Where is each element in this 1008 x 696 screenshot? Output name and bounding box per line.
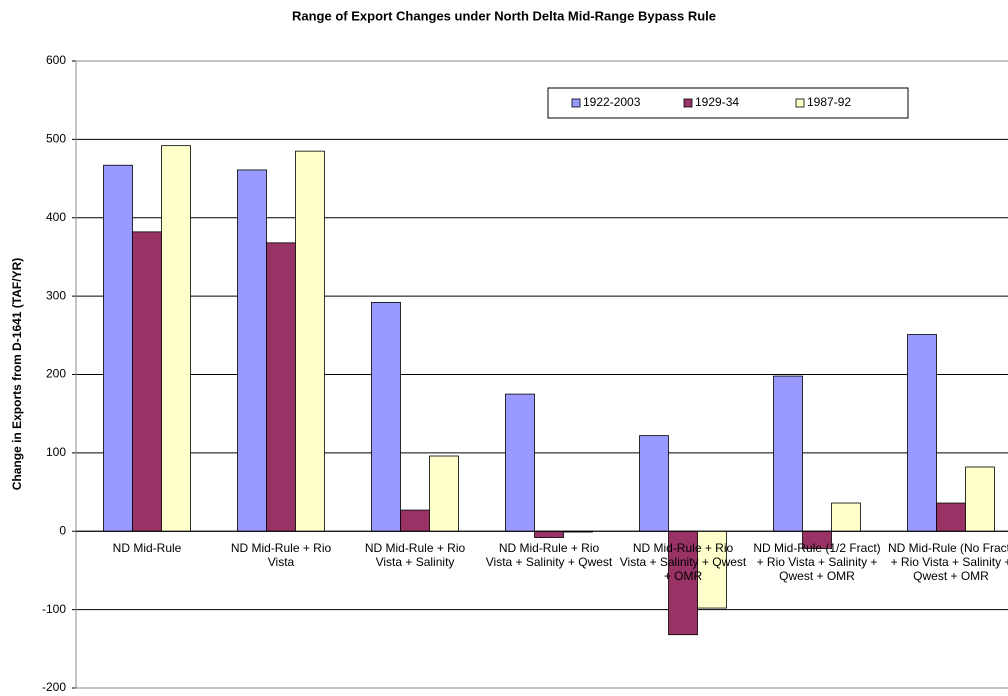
legend-swatch [795, 98, 805, 108]
bar [161, 145, 191, 532]
y-tick-label: -100 [42, 602, 66, 616]
legend-label: 1929-34 [695, 95, 739, 109]
bar [400, 509, 430, 532]
plot-border [75, 60, 1008, 689]
bar [831, 502, 861, 532]
y-tick-label: 0 [59, 523, 66, 537]
bar [773, 375, 803, 532]
bar [237, 169, 267, 532]
bar [371, 301, 401, 532]
y-tick-label: 100 [46, 445, 66, 459]
bar [295, 150, 325, 532]
legend-swatch [683, 98, 693, 108]
bar [132, 231, 162, 532]
x-tick-label: ND Mid-Rule [112, 541, 182, 556]
x-tick-label: ND Mid-Rule + Rio Vista + Salinity [364, 541, 466, 570]
y-tick-label: 300 [46, 288, 66, 302]
bar [936, 502, 966, 532]
y-tick-label: 600 [46, 53, 66, 67]
x-tick-label: ND Mid-Rule + Rio Vista + Salinity + Qwe… [619, 541, 747, 584]
bar [266, 242, 296, 532]
bar [534, 530, 564, 538]
y-axis-label: Change in Exports from D-1641 (TAF/YR) [10, 258, 24, 490]
bar [103, 164, 133, 532]
x-tick-label: ND Mid-Rule + Rio Vista [230, 541, 332, 570]
x-tick-label: ND Mid-Rule + Rio Vista + Salinity + Qwe… [485, 541, 613, 570]
bar [639, 435, 669, 532]
legend-label: 1987-92 [807, 95, 851, 109]
legend-box [547, 87, 909, 119]
bar [505, 393, 535, 532]
y-tick-label: 500 [46, 132, 66, 146]
y-tick-label: 400 [46, 210, 66, 224]
legend-label: 1922-2003 [583, 95, 641, 109]
chart-title: Range of Export Changes under North Delt… [292, 8, 716, 23]
bar [965, 466, 995, 532]
x-tick-label: ND Mid-Rule (No Fract) + Rio Vista + Sal… [887, 541, 1008, 584]
y-tick-label: -200 [42, 680, 66, 694]
bar [429, 455, 459, 532]
x-tick-label: ND Mid-Rule (1/2 Fract) + Rio Vista + Sa… [753, 541, 881, 584]
y-tick-label: 200 [46, 367, 66, 381]
bar [907, 334, 937, 532]
legend-swatch [571, 98, 581, 108]
